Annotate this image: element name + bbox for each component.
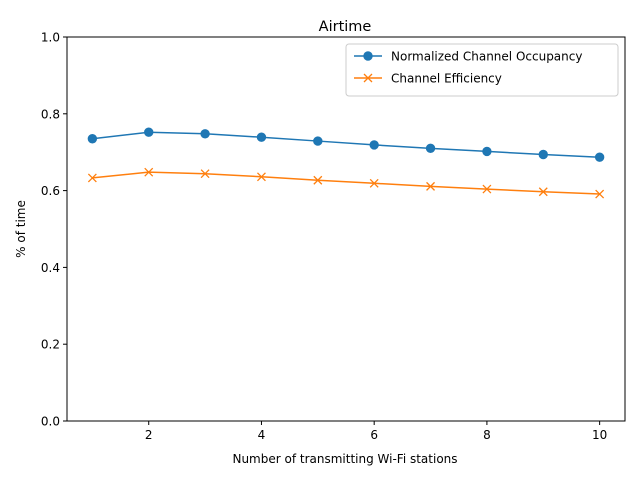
legend: Normalized Channel Occupancy Channel Effi… [345, 43, 619, 97]
data-point [200, 169, 210, 179]
series-1 [87, 127, 605, 162]
y-axis-label: % of time [14, 200, 28, 258]
data-point [538, 187, 548, 197]
x-tick-label: 10 [592, 428, 607, 442]
data-point [595, 189, 605, 199]
data-point [369, 178, 379, 188]
x-tick-label: 6 [370, 428, 378, 442]
data-point [425, 143, 436, 154]
legend-box [345, 43, 619, 97]
plot-frame [66, 36, 626, 422]
data-point [594, 152, 605, 162]
y-tick-label: 1.0 [41, 31, 60, 45]
plot-area: 2 4 6 8 10 0.0 0.2 0.4 0.6 0.8 1.0 [41, 31, 626, 442]
legend-entry: Normalized Channel Occupancy [354, 50, 582, 64]
data-point [144, 127, 154, 137]
y-tick-label: 0.6 [41, 184, 60, 198]
data-point [87, 134, 98, 144]
data-point [87, 173, 97, 183]
series-line [92, 171, 600, 195]
y-tick-label: 0.0 [41, 415, 60, 429]
data-point [313, 175, 323, 185]
series-layer [87, 127, 605, 199]
data-point [200, 129, 210, 139]
y-tick-label: 0.8 [41, 107, 60, 121]
y-axis: 0.0 0.2 0.4 0.6 0.8 1.0 [41, 31, 67, 429]
x-tick-label: 8 [483, 428, 491, 442]
legend-marker [363, 73, 373, 83]
legend-label: Channel Efficiency [391, 72, 502, 86]
series-line [92, 131, 600, 158]
data-point [144, 167, 154, 177]
data-point [256, 172, 266, 182]
data-point [538, 149, 548, 160]
x-tick-label: 4 [258, 428, 266, 442]
data-point [482, 146, 492, 157]
data-point [426, 181, 436, 191]
legend-entry: Channel Efficiency [354, 72, 502, 86]
legend-marker [363, 51, 373, 61]
series-2 [87, 167, 605, 199]
x-axis-label: Number of transmitting Wi-Fi stations [232, 452, 457, 466]
data-point [369, 140, 379, 150]
x-tick-label: 2 [145, 428, 153, 442]
data-point [313, 136, 323, 146]
y-tick-label: 0.4 [41, 261, 60, 275]
legend-label: Normalized Channel Occupancy [391, 50, 582, 64]
chart-title: Airtime [319, 19, 372, 35]
data-point [256, 132, 267, 142]
data-point [482, 184, 492, 194]
y-tick-label: 0.2 [41, 338, 60, 352]
x-axis: 2 4 6 8 10 [145, 421, 607, 442]
